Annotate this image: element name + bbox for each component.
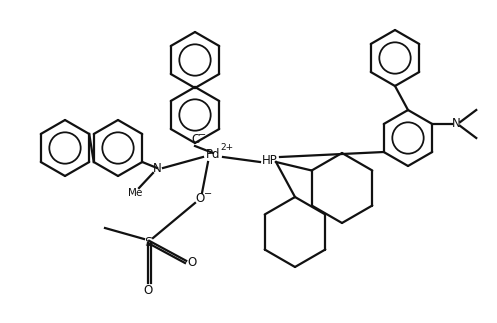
Text: M: M <box>128 188 137 198</box>
Text: O: O <box>187 256 197 269</box>
Text: e: e <box>136 188 142 198</box>
Text: −: − <box>204 189 212 199</box>
Text: O: O <box>195 192 205 204</box>
Text: C: C <box>191 132 199 145</box>
Text: 2+: 2+ <box>221 142 234 151</box>
Text: O: O <box>143 285 153 297</box>
Text: S: S <box>144 236 152 249</box>
Text: N: N <box>153 162 162 174</box>
Text: HP: HP <box>262 153 278 166</box>
Text: Pd: Pd <box>206 148 220 161</box>
Text: N: N <box>452 117 461 130</box>
Text: −: − <box>198 130 206 140</box>
